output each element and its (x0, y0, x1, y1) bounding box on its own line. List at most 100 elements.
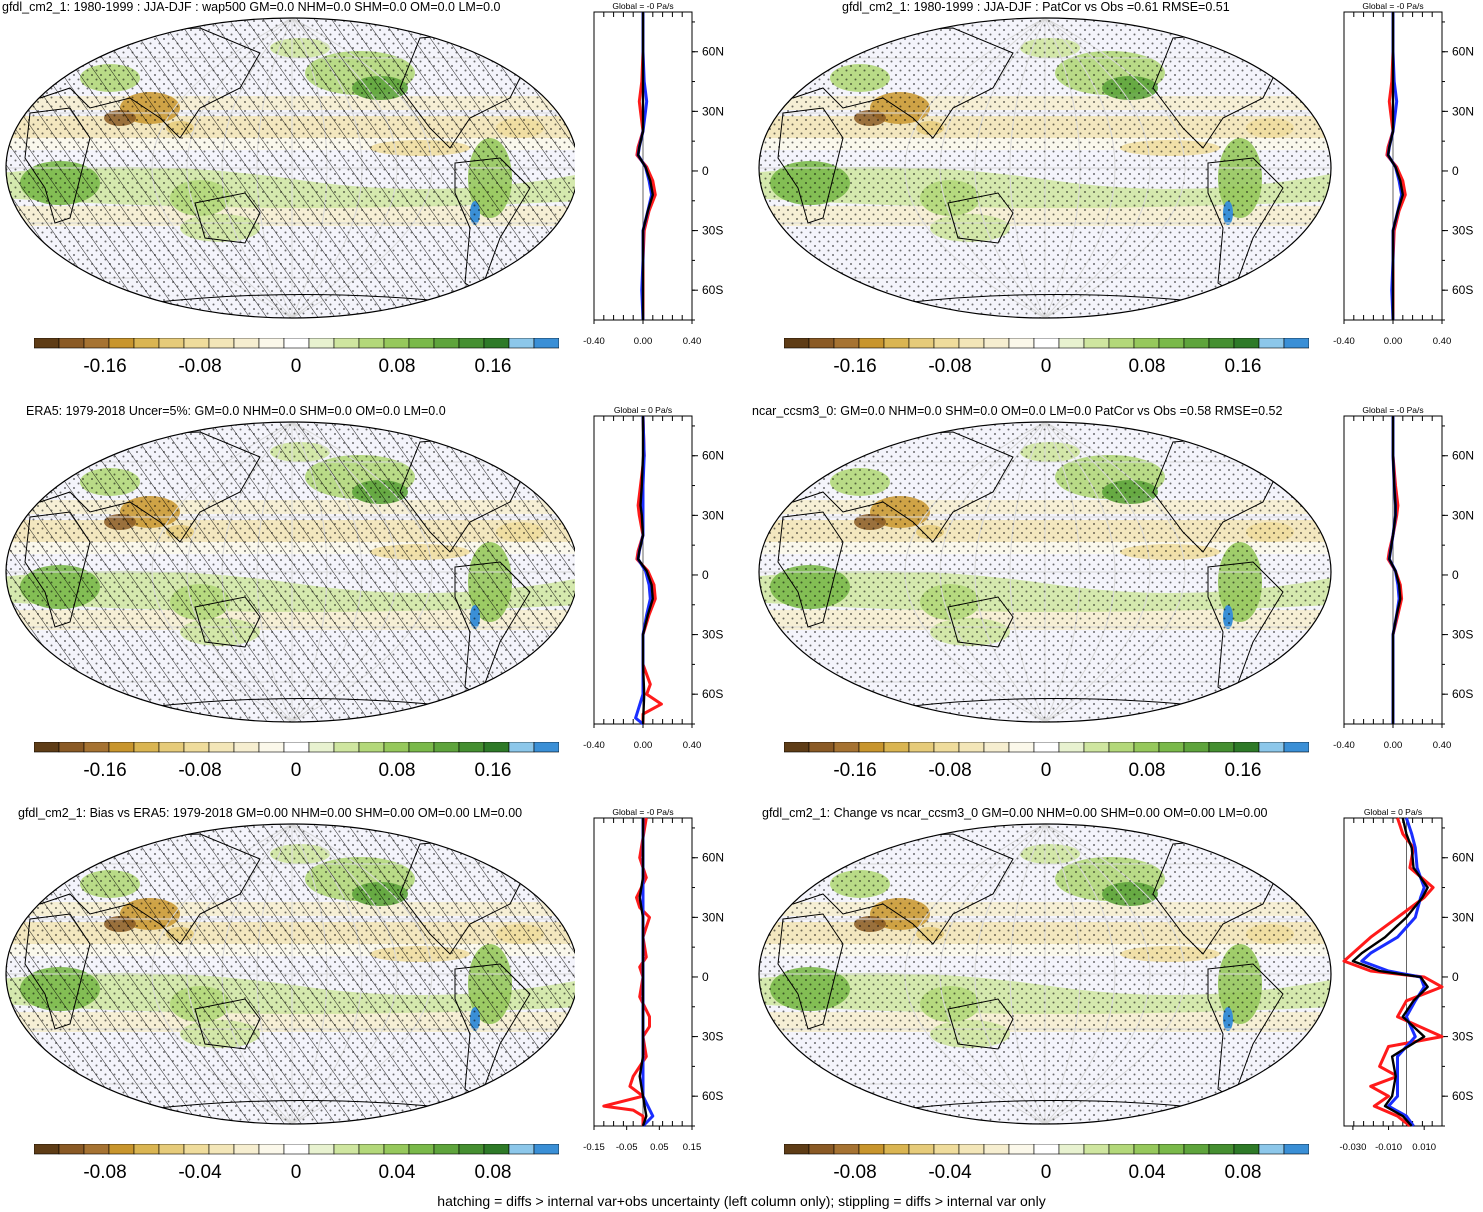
zonal-xtick-label: -0.40 (1333, 336, 1355, 347)
colorbar-swatch (308, 338, 335, 349)
colorbar-swatch (1058, 338, 1085, 349)
zonal-series-black (636, 416, 655, 725)
colorbar-swatch (1283, 338, 1309, 349)
zonal-lat-label: 30N (702, 910, 724, 924)
colorbar-label: -0.16 (833, 760, 877, 781)
colorbar-swatch (358, 1144, 385, 1155)
panel-title: gfdl_cm2_1: Change vs ncar_ccsm3_0 GM=0.… (762, 806, 1268, 820)
colorbar-label: 0 (290, 1162, 302, 1183)
zonal-lat-label: 0 (702, 164, 709, 178)
zonal-title: Global = -0 Pa/s (1362, 1, 1423, 11)
colorbar-swatch (833, 1144, 860, 1155)
stippling (759, 422, 1331, 722)
colorbar-label: 0 (290, 760, 302, 781)
zonal-xtick-label: -0.40 (583, 336, 605, 347)
colorbar-swatch (58, 742, 85, 753)
zonal-lat-label: 60S (1452, 1089, 1473, 1103)
zonal-mean-plot: Global = 0 Pa/s -0.030 -0.010 0.010 60N 30N 0 3… (1339, 807, 1474, 1153)
zonal-series-red (635, 415, 663, 724)
colorbar-swatch (1133, 338, 1160, 349)
colorbar-swatch (408, 1144, 435, 1155)
colorbar-swatch (433, 742, 460, 753)
colorbar-label: -0.16 (83, 760, 127, 781)
continent-outline (194, 192, 261, 244)
zonal-lat-label: 0 (702, 970, 709, 984)
colorbar-swatch (1133, 742, 1160, 753)
colorbar-swatch (1233, 742, 1260, 753)
colorbar-swatch (233, 742, 260, 753)
continent-outline (194, 998, 261, 1050)
zonal-xtick-label: 0.05 (650, 1142, 669, 1153)
colorbar-swatch (1208, 742, 1235, 753)
zonal-mean-plot: Global = -0 Pa/s -0.40 0.00 0.40 60N 30N 0 30S 6… (1333, 1, 1474, 347)
colorbar-swatch (983, 338, 1010, 349)
zonal-xtick-label: 0.00 (634, 740, 653, 751)
zonal-lat-label: 60S (1452, 687, 1473, 701)
zonal-lat-label: 60N (1452, 851, 1474, 865)
zonal-xtick-label: -0.030 (1339, 1142, 1366, 1153)
colorbar-label: 0 (1040, 760, 1052, 781)
colorbar-swatch (1083, 338, 1110, 349)
colorbar-swatch (358, 742, 385, 753)
colorbar-swatch (283, 338, 310, 349)
colorbar-swatch (858, 338, 885, 349)
continent-outline (772, 431, 1014, 543)
continent-outline (902, 294, 1214, 304)
colorbar-swatch (158, 742, 185, 753)
colorbar-swatch (933, 742, 960, 753)
colorbar-swatch (408, 338, 435, 349)
colorbar-swatch (283, 1144, 310, 1155)
colorbar-swatch (208, 742, 235, 753)
colorbar-label: 0.08 (378, 356, 416, 377)
colorbar-swatch (908, 1144, 935, 1155)
colorbar-swatch (133, 742, 160, 753)
colorbar-label: 0.16 (1224, 356, 1262, 377)
zonal-lat-label: 60S (702, 687, 723, 701)
colorbar-swatch (34, 1144, 60, 1155)
zonal-lat-label: 30S (702, 1030, 723, 1044)
colorbar-swatch (133, 1144, 160, 1155)
panel-model2-clim: ncar_ccsm3_0: GM=0.0 NHM=0.0 SHM=0.0 OM=… (750, 404, 1483, 808)
panel-title: gfdl_cm2_1: 1980-1999 : JJA-DJF : wap500… (2, 0, 501, 14)
colorbar (34, 742, 559, 753)
zonal-lat-label: 30S (1452, 628, 1473, 642)
map-frame (758, 421, 1332, 723)
map (758, 823, 1332, 1125)
colorbar-swatch (533, 742, 559, 753)
zonal-lat-label: 60N (702, 449, 724, 463)
panel-model-patcor: gfdl_cm2_1: 1980-1999 : JJA-DJF : PatCor… (750, 0, 1483, 404)
zonal-xtick-label: 0.15 (683, 1142, 702, 1153)
zonal-xtick-label: 0.00 (634, 336, 653, 347)
colorbar-swatch (883, 338, 910, 349)
colorbar-label: 0.08 (1224, 1162, 1262, 1183)
colorbar-swatch (483, 338, 510, 349)
colorbar-swatch (183, 742, 210, 753)
colorbar-swatch (1208, 1144, 1235, 1155)
colorbar-swatch (1033, 1144, 1060, 1155)
continent-outline (777, 107, 844, 224)
zonal-title: Global = 0 Pa/s (614, 405, 672, 415)
field-blob (1264, 857, 1316, 881)
colorbar (784, 1144, 1309, 1155)
colorbar-swatch (158, 338, 185, 349)
zonal-xtick-label: -0.15 (583, 1142, 605, 1153)
colorbar-swatch (208, 1144, 235, 1155)
colorbar-swatch (433, 1144, 460, 1155)
colorbar-swatch (1108, 1144, 1135, 1155)
colorbar-swatch (258, 742, 285, 753)
colorbar-swatch (908, 338, 935, 349)
colorbar-swatch (508, 742, 535, 753)
zonal-xtick-label: -0.010 (1375, 1142, 1402, 1153)
colorbar-swatch (858, 742, 885, 753)
colorbar-swatch (1258, 742, 1285, 753)
colorbar-swatch (308, 1144, 335, 1155)
zonal-xtick-label: 0.40 (683, 740, 702, 751)
colorbar-swatch (1283, 742, 1309, 753)
colorbar-swatch (1033, 742, 1060, 753)
colorbar-swatch (533, 1144, 559, 1155)
colorbar-swatch (1033, 338, 1060, 349)
colorbar-label: 0.04 (1128, 1162, 1166, 1183)
colorbar-swatch (958, 742, 985, 753)
map (5, 421, 575, 723)
zonal-mean-plot: Global = 0 Pa/s -0.40 0.00 0.40 60N 30N 0 30S 60… (583, 405, 724, 751)
